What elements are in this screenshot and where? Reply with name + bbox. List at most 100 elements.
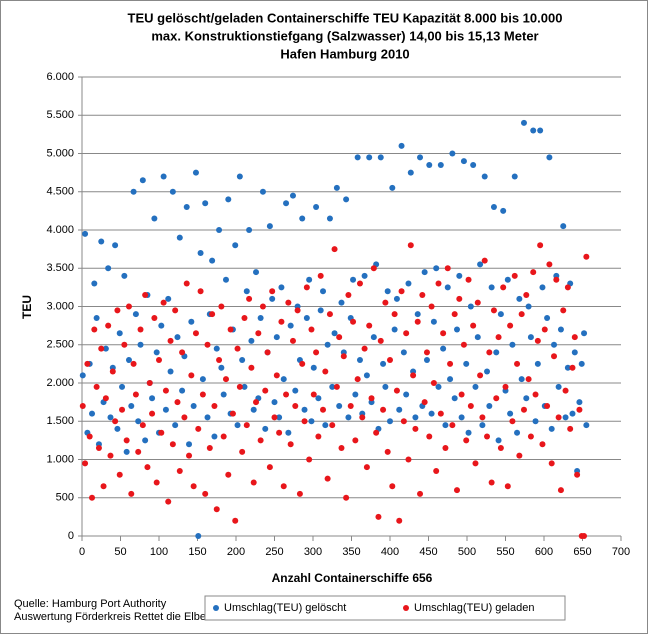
- source-text: Quelle: Hamburg Port Authority: [14, 598, 167, 610]
- point: [209, 311, 216, 318]
- point: [534, 337, 541, 344]
- point: [165, 295, 172, 302]
- point: [197, 249, 204, 256]
- point: [363, 464, 370, 471]
- point: [232, 242, 239, 249]
- point: [403, 391, 410, 398]
- point: [477, 261, 484, 268]
- point: [520, 119, 527, 126]
- point: [146, 380, 153, 386]
- point: [183, 280, 190, 287]
- point: [195, 425, 202, 432]
- point: [100, 483, 107, 490]
- x-tick-label: 150: [188, 546, 206, 558]
- point: [576, 399, 583, 406]
- point: [551, 353, 558, 360]
- point: [241, 314, 248, 321]
- point: [333, 184, 340, 191]
- point: [382, 383, 389, 390]
- point: [273, 334, 280, 341]
- legend-label: Umschlag(TEU) geladen: [414, 602, 534, 614]
- point: [541, 326, 548, 333]
- point: [423, 349, 430, 356]
- point: [204, 341, 211, 348]
- point: [257, 314, 264, 321]
- point: [336, 402, 343, 409]
- point: [151, 314, 158, 321]
- point: [527, 334, 534, 341]
- point: [527, 433, 534, 440]
- x-tick-label: 350: [342, 546, 360, 558]
- point: [186, 452, 193, 459]
- point: [539, 441, 546, 448]
- point: [202, 490, 209, 497]
- point: [530, 269, 537, 276]
- point: [156, 357, 162, 364]
- point: [479, 422, 486, 429]
- point: [486, 349, 493, 356]
- x-tick-label: 550: [496, 546, 514, 558]
- point: [460, 341, 467, 348]
- point: [303, 284, 310, 291]
- point: [82, 230, 89, 237]
- point: [472, 383, 479, 390]
- point: [86, 433, 93, 440]
- point: [259, 188, 266, 195]
- point: [509, 341, 516, 348]
- point: [183, 204, 190, 211]
- point: [481, 173, 488, 180]
- point: [447, 376, 454, 383]
- point: [167, 368, 174, 375]
- point: [119, 406, 126, 413]
- point: [287, 441, 294, 448]
- point: [243, 288, 250, 295]
- point: [158, 429, 165, 436]
- point: [481, 257, 488, 264]
- point: [382, 299, 389, 306]
- y-tick-label: 3.500: [46, 262, 74, 274]
- point: [442, 445, 449, 452]
- point: [130, 188, 137, 195]
- point: [490, 307, 497, 314]
- point: [426, 433, 433, 440]
- point: [158, 322, 165, 329]
- point: [315, 395, 322, 402]
- point: [269, 288, 276, 295]
- point: [470, 161, 477, 168]
- point: [135, 418, 142, 425]
- y-tick-label: 6.000: [46, 71, 74, 83]
- point: [484, 368, 491, 375]
- point: [257, 437, 264, 444]
- point: [520, 406, 527, 413]
- point: [273, 372, 280, 379]
- point: [338, 299, 345, 306]
- point: [474, 334, 481, 341]
- point: [509, 418, 516, 425]
- point: [440, 330, 447, 337]
- y-tick-label: 4.000: [46, 224, 74, 236]
- y-tick-label: 500: [56, 492, 74, 504]
- point: [151, 215, 158, 222]
- point: [423, 357, 430, 364]
- point: [294, 307, 301, 314]
- point: [474, 299, 481, 306]
- point: [451, 395, 458, 402]
- point: [398, 288, 405, 295]
- point: [234, 345, 241, 352]
- point: [410, 372, 417, 379]
- point: [199, 391, 206, 398]
- y-tick-label: 0: [68, 530, 74, 542]
- point: [380, 360, 387, 367]
- x-tick-label: 650: [573, 546, 591, 558]
- point: [553, 276, 560, 283]
- point: [326, 215, 333, 222]
- point: [560, 223, 567, 230]
- point: [472, 460, 479, 467]
- point: [384, 288, 391, 295]
- point: [488, 284, 495, 291]
- y-tick-label: 5.500: [46, 109, 74, 121]
- point: [181, 414, 188, 421]
- point: [292, 387, 299, 394]
- point: [172, 307, 179, 314]
- point: [264, 349, 271, 356]
